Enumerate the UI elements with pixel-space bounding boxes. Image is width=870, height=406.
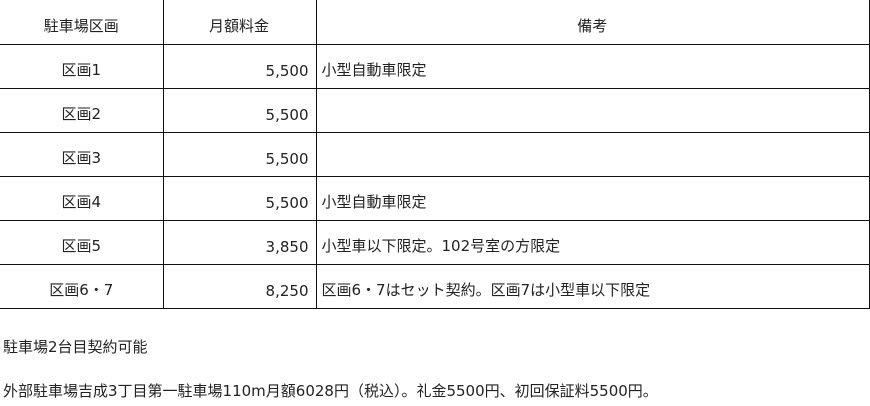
section-cell: 区画1 [0, 43, 164, 89]
remarks-cell: 小型自動車限定 [315, 43, 870, 89]
note-second-parking: 駐車場2台目契約可能 [3, 338, 148, 356]
section-cell: 区画4 [0, 175, 164, 221]
remarks-cell: 小型車以下限定。102号室の方限定 [315, 219, 870, 265]
table-row: 区画1 5,500 小型自動車限定 [0, 43, 870, 89]
header-remarks: 備考 [315, 0, 870, 45]
note-external-parking: 外部駐車場吉成3丁目第一駐車場110m月額6028円（税込）。礼金5500円、初… [3, 382, 658, 400]
fee-cell: 5,500 [162, 87, 317, 133]
section-cell: 区画5 [0, 219, 164, 265]
table-header-row: 駐車場区画 月額料金 備考 [0, 0, 870, 45]
fee-cell: 5,500 [162, 43, 317, 89]
fee-cell: 5,500 [162, 175, 317, 221]
remarks-cell: 区画6・7はセット契約。区画7は小型車以下限定 [315, 263, 870, 309]
fee-cell: 8,250 [162, 263, 317, 309]
table-row: 区画5 3,850 小型車以下限定。102号室の方限定 [0, 219, 870, 265]
remarks-cell [315, 87, 870, 133]
section-cell: 区画3 [0, 131, 164, 177]
fee-cell: 5,500 [162, 131, 317, 177]
section-cell: 区画2 [0, 87, 164, 133]
table-row: 区画6・7 8,250 区画6・7はセット契約。区画7は小型車以下限定 [0, 263, 870, 309]
table-row: 区画2 5,500 [0, 87, 870, 133]
header-fee: 月額料金 [162, 0, 317, 45]
header-section: 駐車場区画 [0, 0, 164, 45]
remarks-cell: 小型自動車限定 [315, 175, 870, 221]
table-row: 区画4 5,500 小型自動車限定 [0, 175, 870, 221]
remarks-cell [315, 131, 870, 177]
fee-cell: 3,850 [162, 219, 317, 265]
section-cell: 区画6・7 [0, 263, 164, 309]
table-row: 区画3 5,500 [0, 131, 870, 177]
parking-fee-table: 駐車場区画 月額料金 備考 区画1 5,500 小型自動車限定 区画2 5,50… [0, 0, 870, 309]
